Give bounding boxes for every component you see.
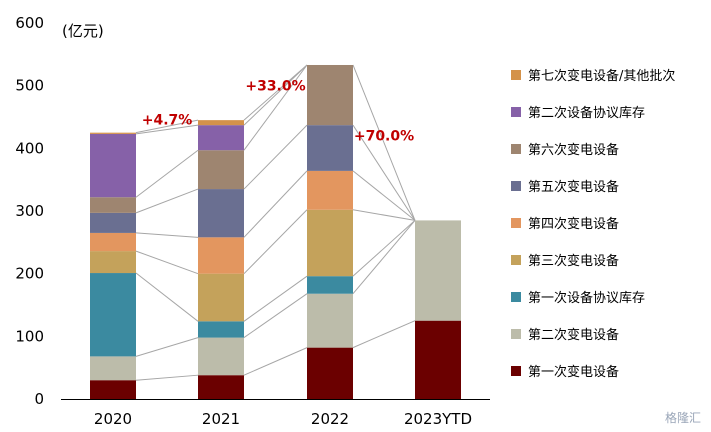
growth-label: +4.7%	[142, 112, 193, 128]
bar-segment	[90, 133, 136, 198]
connector-line	[352, 170, 416, 221]
connector-line	[352, 124, 416, 221]
legend-label: 第二次变电设备	[528, 327, 619, 343]
connector-line	[352, 64, 416, 221]
bar-segments	[90, 64, 461, 399]
legend-label: 第二次设备协议库存	[528, 105, 645, 121]
connector-line	[352, 220, 416, 277]
legend-swatch	[511, 366, 521, 376]
legend-label: 第三次变电设备	[528, 253, 619, 269]
legend: 第七次变电设备/其他批次第二次设备协议库存第六次变电设备第五次变电设备第四次变电…	[511, 68, 675, 380]
bar-segment	[198, 237, 244, 274]
y-unit-label: (亿元)	[62, 22, 104, 40]
connector-line	[243, 293, 308, 338]
bar-segment	[90, 251, 136, 274]
connector-line	[243, 170, 308, 238]
bar-segment	[90, 273, 136, 357]
bar-segment	[198, 120, 244, 126]
connector-line	[352, 220, 416, 295]
bar-segment	[90, 132, 136, 134]
bar-segment	[415, 320, 461, 399]
bar-segment	[198, 125, 244, 151]
connector-lines	[135, 64, 416, 381]
bar-segment	[307, 125, 353, 171]
watermark-logo: 格隆汇	[664, 411, 701, 425]
x-tick-label: 2020	[94, 410, 132, 428]
y-axis-ticks: 0 100 200 300 400 500 600	[15, 14, 44, 408]
x-tick-label: 2023YTD	[404, 410, 472, 428]
bar-segment	[90, 197, 136, 213]
x-tick-label: 2022	[311, 410, 349, 428]
legend-swatch	[511, 255, 521, 265]
bar-segment	[90, 380, 136, 399]
connector-line	[135, 149, 199, 198]
growth-annotations: +4.7% +33.0% +70.0%	[142, 79, 414, 145]
y-tick-label: 300	[15, 202, 44, 220]
bar-segment	[90, 212, 136, 233]
bar-segment	[198, 375, 244, 399]
bar-segment	[198, 273, 244, 322]
legend-swatch	[511, 292, 521, 302]
legend-swatch	[511, 107, 521, 117]
bar-segment	[198, 150, 244, 190]
bar-segment	[307, 293, 353, 348]
legend-label: 第四次变电设备	[528, 216, 619, 232]
y-tick-label: 400	[15, 139, 44, 157]
y-tick-label: 500	[15, 77, 44, 95]
x-tick-label: 2021	[202, 410, 240, 428]
legend-label: 第六次变电设备	[528, 142, 619, 158]
bar-segment	[198, 189, 244, 238]
legend-label: 第七次变电设备/其他批次	[528, 68, 675, 84]
y-tick-label: 0	[34, 390, 44, 408]
bar-segment	[198, 337, 244, 376]
x-axis-ticks: 2020 2021 2022 2023YTD	[94, 410, 472, 428]
connector-line	[135, 119, 199, 134]
bar-segment	[90, 356, 136, 381]
y-tick-label: 100	[15, 327, 44, 345]
connector-line	[135, 374, 199, 381]
connector-line	[243, 64, 308, 126]
legend-swatch	[511, 329, 521, 339]
legend-swatch	[511, 144, 521, 154]
y-tick-label: 200	[15, 265, 44, 283]
connector-line	[135, 188, 199, 214]
bar-segment	[307, 64, 353, 126]
legend-label: 第五次变电设备	[528, 179, 619, 195]
connector-line	[135, 272, 199, 322]
legend-swatch	[511, 181, 521, 191]
connector-line	[243, 124, 308, 190]
growth-label: +33.0%	[245, 79, 305, 95]
connector-line	[135, 250, 199, 275]
connector-line	[135, 232, 199, 238]
legend-swatch	[511, 70, 521, 80]
bar-segment	[307, 276, 353, 294]
y-tick-label: 600	[15, 14, 44, 32]
legend-label: 第一次设备协议库存	[528, 290, 645, 306]
bar-segment	[198, 321, 244, 338]
connector-line	[243, 347, 308, 376]
connector-line	[135, 337, 199, 357]
bar-segment	[90, 232, 136, 252]
connector-line	[352, 209, 416, 221]
connector-line	[243, 275, 308, 322]
bar-segment	[307, 209, 353, 277]
connector-line	[135, 124, 199, 135]
connector-line	[243, 64, 308, 151]
legend-label: 第一次变电设备	[528, 364, 619, 380]
growth-label: +70.0%	[354, 129, 414, 145]
connector-line	[243, 64, 308, 121]
bar-segment	[307, 170, 353, 210]
connector-line	[243, 209, 308, 275]
bar-segment	[415, 220, 461, 321]
legend-swatch	[511, 218, 521, 228]
bar-segment	[307, 347, 353, 399]
connector-line	[352, 320, 416, 349]
